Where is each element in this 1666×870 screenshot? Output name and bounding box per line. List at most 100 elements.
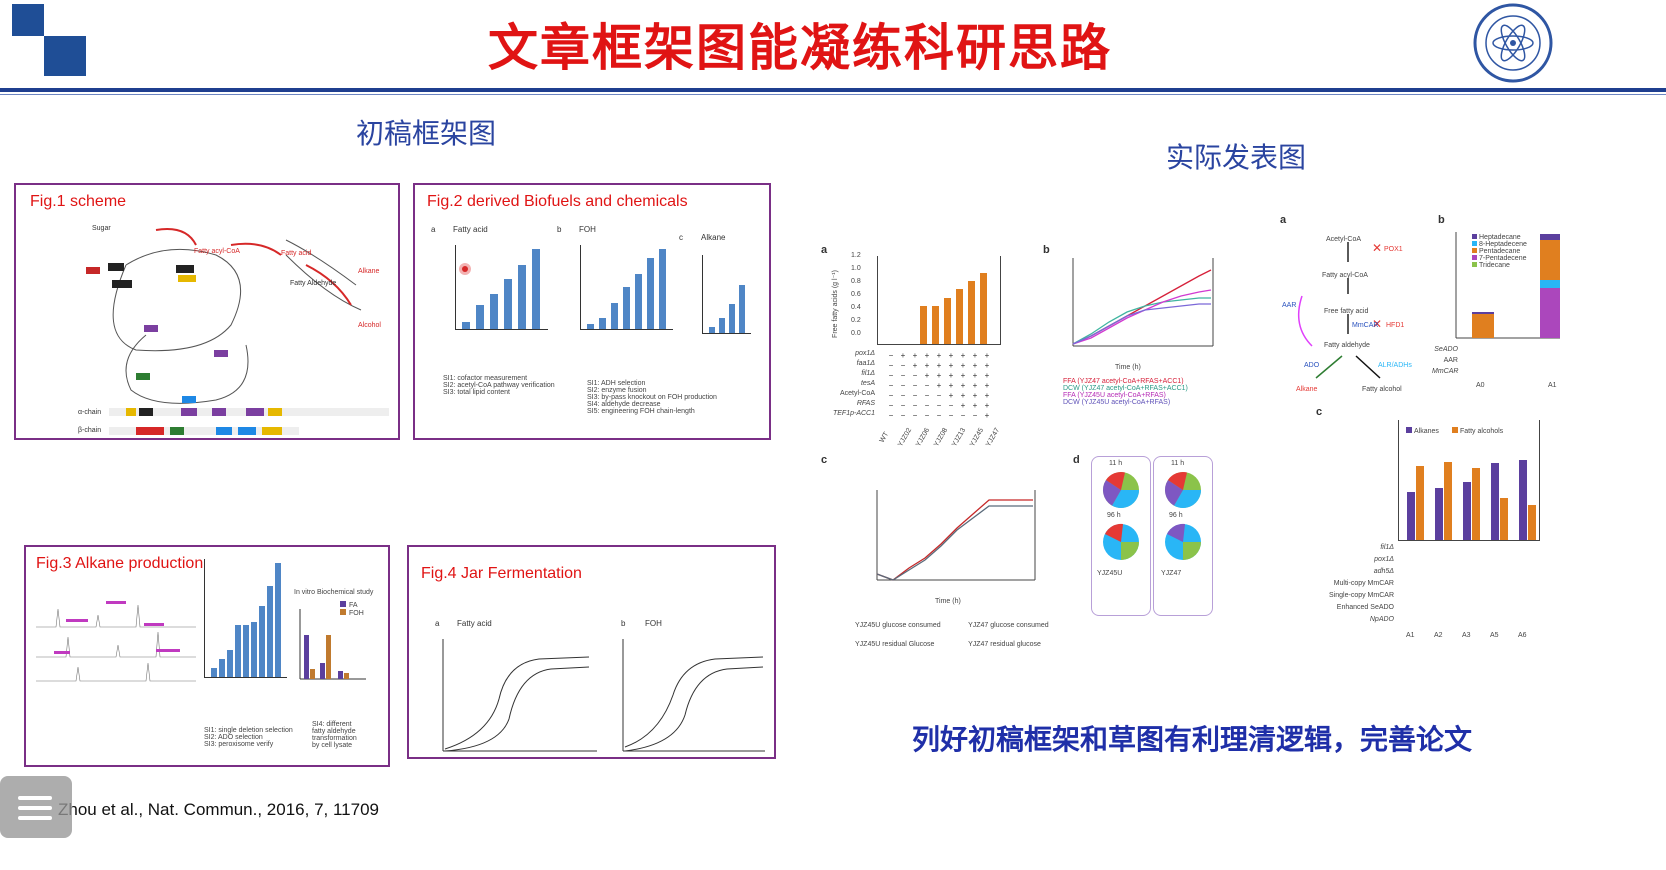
alpha-chain-label: α-chain xyxy=(78,409,101,416)
svg-text:−: − xyxy=(901,391,906,400)
right-c-legend: Alkanes Fatty alcohols xyxy=(1406,418,1503,437)
row-label: tesA xyxy=(860,380,875,387)
fig1-scheme: Sugar Fatty acyl-CoA Fatty acid Fatty Al… xyxy=(78,225,389,435)
svg-text:+: + xyxy=(973,371,978,380)
svg-text:+: + xyxy=(913,351,918,360)
fig2-c-subtitle: Alkane xyxy=(701,233,726,242)
legend-item: Tridecane xyxy=(1472,262,1527,269)
fig4-b-subtitle: FOH xyxy=(645,619,662,628)
svg-text:+: + xyxy=(925,371,930,380)
panel-c-letter: c xyxy=(821,454,828,466)
svg-text:+: + xyxy=(985,411,990,420)
svg-text:−: − xyxy=(973,411,978,420)
svg-text:−: − xyxy=(949,401,954,410)
legend-label: Pentadecane xyxy=(1479,248,1521,255)
pie-box-2 xyxy=(1153,456,1213,616)
fig2-title: Fig.2 derived Biofuels and chemicals xyxy=(427,193,688,210)
fig3-title: Fig.3 Alkane production xyxy=(36,555,204,572)
right-panel-a-letter: a xyxy=(1280,214,1287,226)
strain: YJZ47 xyxy=(985,426,1002,449)
pathway-enzyme: AAR xyxy=(1282,302,1297,309)
svg-text:−: − xyxy=(901,381,906,390)
legend-item: Alkanes xyxy=(1406,427,1439,435)
svg-text:+: + xyxy=(973,351,978,360)
svg-text:+: + xyxy=(937,351,942,360)
ffa-ylabel: Free fatty acids (g l⁻¹) xyxy=(831,270,839,338)
time-label-b: Time (h) xyxy=(1115,364,1141,371)
pie-strain: YJZ47 xyxy=(1161,570,1182,577)
pathway-node: Acetyl-CoA xyxy=(1326,236,1362,243)
legend-item: FFA (YJZ47 acetyl-CoA+RFAS+ACC1) xyxy=(1063,378,1184,385)
tick: 0.8 xyxy=(851,278,861,285)
legend-fa: FA xyxy=(340,601,364,609)
menu-button[interactable] xyxy=(0,776,72,838)
fig2-chart-a xyxy=(455,245,548,330)
tick: 0.0 xyxy=(851,330,861,337)
right-b-chart xyxy=(1455,232,1560,339)
right-heading: 实际发表图 xyxy=(1166,141,1307,174)
row-label: RFAS xyxy=(856,400,875,407)
strain: A0 xyxy=(1476,382,1485,389)
fig2-b-bar xyxy=(599,318,606,329)
row-label: NpADO xyxy=(1369,616,1394,623)
pathway-node: Alkane xyxy=(1296,386,1318,393)
svg-text:+: + xyxy=(961,351,966,360)
fatty-alcohol-bar xyxy=(1444,462,1452,540)
svg-text:−: − xyxy=(937,401,942,410)
note: SI3: total lipid content xyxy=(443,389,510,396)
panel-d-letter: d xyxy=(1073,454,1080,466)
header-rule xyxy=(0,88,1666,92)
beta-chain-label: β-chain xyxy=(78,427,101,434)
sugar-label: Sugar xyxy=(92,225,111,232)
right-b-rows: SeADO AAR MmCAR xyxy=(1432,346,1458,379)
svg-text:−: − xyxy=(889,361,894,370)
row-label: AAR xyxy=(1443,357,1458,364)
row-label: adh5Δ xyxy=(1373,568,1394,575)
fig2-a-subtitle: Fatty acid xyxy=(453,225,488,234)
svg-text:+: + xyxy=(985,401,990,410)
fig3-notes-main: SI1: single deletion selection SI2: ADO … xyxy=(204,727,293,748)
pathway-enzyme: HFD1 xyxy=(1386,322,1405,329)
svg-text:−: − xyxy=(889,391,894,400)
strain-matrix: − + + + + + + + + − − + + + + + + + − − − + + + + + + − − − − + + + + + … xyxy=(889,351,990,420)
fig3-bar xyxy=(267,586,273,677)
fig4-panel-a-letter: a xyxy=(435,619,440,628)
note: SI3: by-pass knockout on FOH production xyxy=(587,394,717,401)
strain: A5 xyxy=(1490,632,1499,639)
menu-icon xyxy=(18,796,52,800)
pathway-node: Fatty acyl-CoA xyxy=(1322,272,1368,279)
svg-text:+: + xyxy=(973,361,978,370)
svg-text:−: − xyxy=(949,411,954,420)
fig4-curve-b xyxy=(622,639,765,752)
fig4-title: Fig.4 Jar Fermentation xyxy=(421,565,582,582)
fig2-c-bar xyxy=(729,304,735,333)
svg-text:−: − xyxy=(889,351,894,360)
row-label: fil1Δ xyxy=(861,370,875,377)
fig2-b-bar xyxy=(659,249,666,329)
pathway-node: Free fatty acid xyxy=(1324,308,1369,315)
strain: A1 xyxy=(1548,382,1557,389)
legend-item: 8-Heptadecene xyxy=(1472,241,1527,248)
svg-text:+: + xyxy=(961,381,966,390)
tick: 0.2 xyxy=(851,317,861,324)
fig3-bar xyxy=(211,668,217,677)
fig2-c-bar xyxy=(719,318,725,333)
svg-text:−: − xyxy=(889,371,894,380)
legend-item: FFA (YJZ45U acetyl-CoA+RFAS) xyxy=(1063,392,1166,399)
fig2-b-bar xyxy=(587,324,594,329)
legend-item: Pentadecane xyxy=(1472,248,1527,255)
fig2-a-bar xyxy=(532,249,540,329)
fatty-alcohol-bar xyxy=(1416,466,1424,540)
note: SI4: aldehyde decrease xyxy=(587,401,661,408)
fig3-bar xyxy=(275,563,281,677)
fig2-notes-a: SI1: cofactor measurement SI2: acetyl-Co… xyxy=(443,375,555,396)
strain-rows: pox1Δ faa1Δ fil1Δ tesA Acetyl-CoA RFAS T… xyxy=(815,350,875,420)
glucose-chart-c xyxy=(876,490,1036,581)
corner-decoration xyxy=(12,4,44,36)
fig2-c-bar xyxy=(709,327,715,333)
svg-text:+: + xyxy=(937,361,942,370)
alkane-bar xyxy=(1463,482,1471,540)
svg-text:+: + xyxy=(949,371,954,380)
svg-text:✕: ✕ xyxy=(1372,241,1382,255)
note: transformation xyxy=(312,735,357,742)
